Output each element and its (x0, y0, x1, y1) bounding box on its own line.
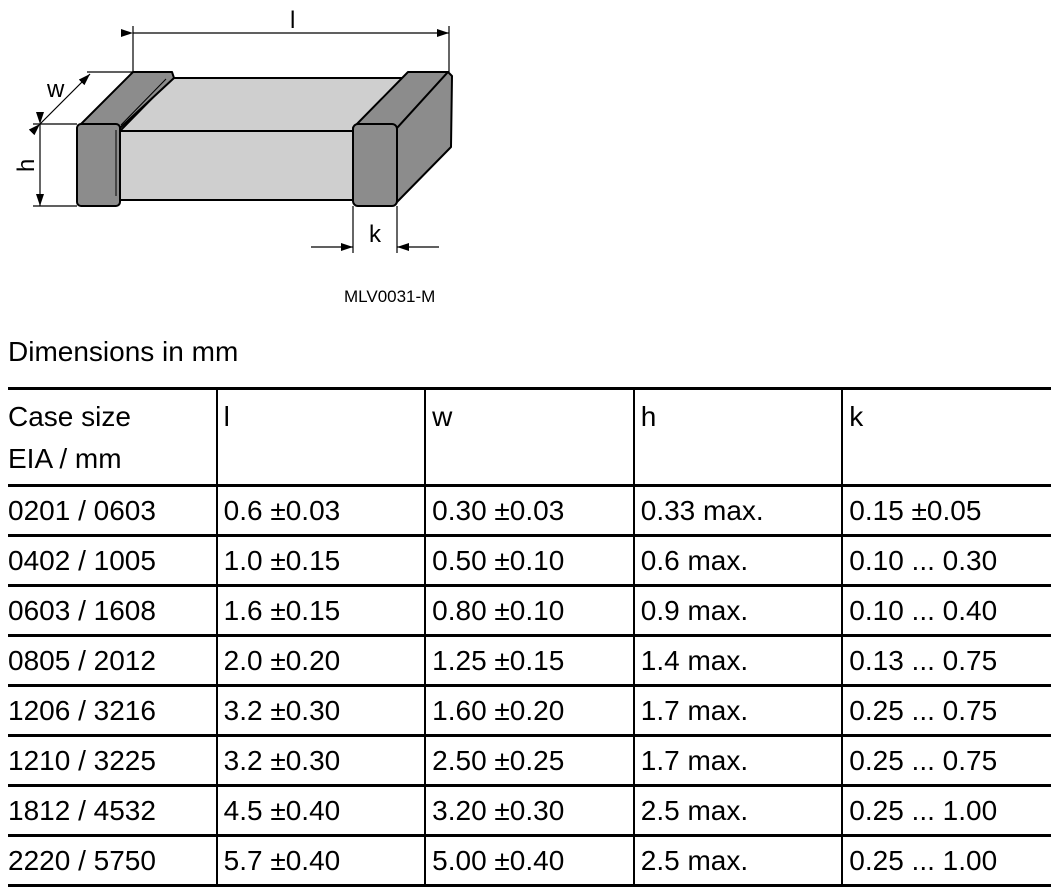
cell-k: 0.10 ... 0.30 (841, 534, 1051, 587)
cell-case-size: 0402 / 1005 (8, 534, 217, 587)
cell-h: 0.6 max. (632, 534, 843, 587)
cell-w: 2.50 ±0.25 (424, 734, 634, 787)
cell-l: 1.6 ±0.15 (215, 584, 426, 637)
cell-w: 0.30 ±0.03 (424, 484, 634, 537)
cell-l: 1.0 ±0.15 (215, 534, 426, 587)
chip-body (76, 71, 453, 207)
cell-h: 1.7 max. (632, 684, 843, 737)
mlcc-dimension-diagram: l w h k MLV0031-M (13, 7, 453, 306)
table-row: 1812 / 4532 4.5 ±0.40 3.20 ±0.30 2.5 max. 0.… (8, 784, 1051, 837)
header-k: k (841, 387, 1051, 487)
table-row: 0805 / 2012 2.0 ±0.20 1.25 ±0.15 1.4 max. 0.… (8, 634, 1051, 687)
cell-k: 0.13 ... 0.75 (841, 634, 1051, 687)
cell-w: 0.50 ±0.10 (424, 534, 634, 587)
cell-k: 0.25 ... 1.00 (841, 834, 1051, 887)
table-caption: Dimensions in mm (8, 336, 239, 367)
table-row: 0201 / 0603 0.6 ±0.03 0.30 ±0.03 0.33 max. 0… (8, 484, 1051, 537)
cell-case-size: 1206 / 3216 (8, 684, 217, 737)
dimensions-table: Case size EIA / mm l w h k 0201 / 0603 0.6… (8, 387, 1051, 887)
cell-case-size: 1812 / 4532 (8, 784, 217, 837)
table-row: 0603 / 1608 1.6 ±0.15 0.80 ±0.10 0.9 max. 0.… (8, 584, 1051, 637)
cell-h: 2.5 max. (632, 784, 843, 837)
header-w: w (424, 387, 634, 487)
cell-k: 0.25 ... 1.00 (841, 784, 1051, 837)
cell-h: 0.9 max. (632, 584, 843, 637)
header-l: l (215, 387, 426, 487)
cell-case-size: 1210 / 3225 (8, 734, 217, 787)
cell-l: 2.0 ±0.20 (215, 634, 426, 687)
cell-w: 1.25 ±0.15 (424, 634, 634, 687)
table-header-row: Case size EIA / mm l w h k (8, 387, 1051, 487)
cell-k: 0.15 ±0.05 (841, 484, 1051, 537)
cell-case-size: 0201 / 0603 (8, 484, 217, 537)
cell-h: 1.4 max. (632, 634, 843, 687)
figure-id: MLV0031-M (344, 287, 435, 306)
cell-l: 4.5 ±0.40 (215, 784, 426, 837)
cell-w: 0.80 ±0.10 (424, 584, 634, 637)
header-line-2: EIA / mm (8, 443, 122, 474)
cell-h: 0.33 max. (632, 484, 843, 537)
cell-l: 5.7 ±0.40 (215, 834, 426, 887)
cell-w: 1.60 ±0.20 (424, 684, 634, 737)
label-w: w (46, 76, 65, 103)
header-line-1: Case size (8, 401, 131, 432)
cell-l: 0.6 ±0.03 (215, 484, 426, 537)
cell-h: 1.7 max. (632, 734, 843, 787)
cell-l: 3.2 ±0.30 (215, 684, 426, 737)
cell-k: 0.10 ... 0.40 (841, 584, 1051, 637)
table-row: 0402 / 1005 1.0 ±0.15 0.50 ±0.10 0.6 max. 0.… (8, 534, 1051, 587)
cell-k: 0.25 ... 0.75 (841, 734, 1051, 787)
label-l: l (290, 7, 295, 34)
cell-case-size: 2220 / 5750 (8, 834, 217, 887)
table-row: 1210 / 3225 3.2 ±0.30 2.50 ±0.25 1.7 max. 0.… (8, 734, 1051, 787)
cell-k: 0.25 ... 0.75 (841, 684, 1051, 737)
table-row: 2220 / 5750 5.7 ±0.40 5.00 ±0.40 2.5 max. 0.… (8, 834, 1051, 887)
cell-w: 5.00 ±0.40 (424, 834, 634, 887)
dimension-lines (28, 26, 450, 253)
label-h: h (13, 159, 40, 172)
header-case-size: Case size EIA / mm (8, 387, 217, 487)
cell-case-size: 0603 / 1608 (8, 584, 217, 637)
header-h: h (632, 387, 843, 487)
table-row: 1206 / 3216 3.2 ±0.30 1.60 ±0.20 1.7 max. 0.… (8, 684, 1051, 737)
label-k: k (369, 221, 382, 248)
cell-h: 2.5 max. (632, 834, 843, 887)
cell-w: 3.20 ±0.30 (424, 784, 634, 837)
cell-l: 3.2 ±0.30 (215, 734, 426, 787)
cell-case-size: 0805 / 2012 (8, 634, 217, 687)
